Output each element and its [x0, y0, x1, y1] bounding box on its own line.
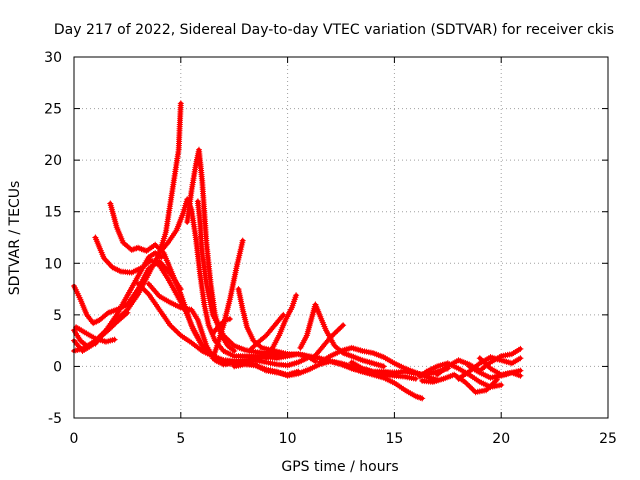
series-markers [263, 292, 300, 362]
x-tick-label: 5 [176, 431, 185, 447]
x-tick-label: 10 [279, 431, 297, 447]
y-axis-label: SDTVAR / TECUs [7, 181, 23, 296]
series-markers [246, 311, 287, 354]
y-tick-label: 25 [44, 102, 62, 118]
series-arc15 [209, 316, 233, 337]
series-arc29 [476, 355, 524, 379]
y-tick-label: 30 [44, 50, 62, 66]
axis-ticks: 0 5 10 15 20 25 -5 0 5 10 15 20 25 30 [44, 50, 617, 447]
chart-title: Day 217 of 2022, Sidereal Day-to-day VTE… [54, 22, 614, 38]
x-tick-label: 15 [385, 431, 403, 447]
data-series [71, 100, 524, 402]
series-markers [235, 286, 291, 358]
series-markers [476, 355, 524, 379]
series-markers [348, 365, 426, 402]
series-arc22 [348, 365, 426, 402]
y-tick-label: 20 [44, 153, 62, 169]
plot-frame [73, 56, 609, 419]
x-axis-label: GPS time / hours [281, 459, 398, 475]
series-arc20 [310, 322, 347, 362]
series-arc16 [246, 311, 287, 354]
y-tick-label: -5 [48, 411, 62, 427]
series-markers [310, 322, 347, 362]
series-arc7 [92, 234, 312, 369]
series-markers [209, 316, 233, 337]
x-tick-label: 25 [599, 431, 617, 447]
x-tick-label: 20 [492, 431, 510, 447]
y-tick-label: 5 [53, 308, 62, 324]
y-tick-label: 0 [53, 359, 62, 375]
y-tick-label: 10 [44, 256, 62, 272]
series-arc5 [73, 324, 118, 345]
series-markers [73, 324, 118, 345]
y-tick-label: 15 [44, 205, 62, 221]
series-arc27 [455, 354, 524, 382]
series-arc10 [135, 280, 259, 368]
series-arc17 [263, 292, 300, 362]
series-markers [194, 198, 291, 358]
series-markers [135, 280, 259, 368]
x-tick-label: 0 [70, 431, 79, 447]
